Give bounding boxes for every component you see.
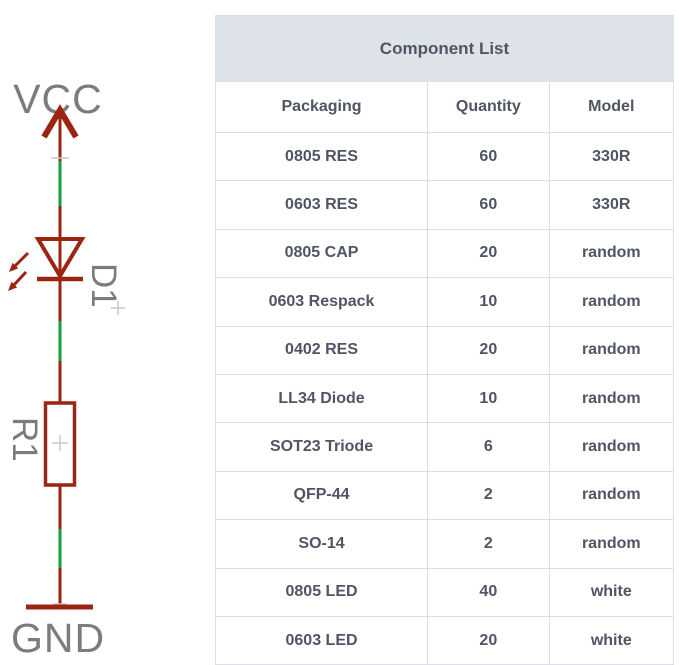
gnd-net-label: GND <box>11 615 105 661</box>
cell-packaging: 0805 RES <box>216 133 429 181</box>
cell-packaging: 0805 LED <box>216 568 429 616</box>
table-title: Component List <box>216 16 673 81</box>
cell-quantity: 2 <box>428 520 550 568</box>
cell-packaging: 0603 RES <box>216 181 429 229</box>
cell-model: white <box>590 583 632 601</box>
resistor-symbol-icon <box>43 401 77 487</box>
cell-packaging: 0805 CAP <box>216 229 429 278</box>
table-row: QFP-44 2 random <box>216 470 673 520</box>
led-symbol-icon <box>8 237 86 291</box>
table-row: LL34 Diode 10 random <box>216 373 673 423</box>
table-row: 0805 RES 60 330R <box>216 132 673 181</box>
cell-model: 330R <box>592 147 631 165</box>
cell-quantity: 10 <box>428 374 550 423</box>
cell-quantity: 60 <box>428 181 550 229</box>
table-row: SOT23 Triode 6 random <box>216 422 673 471</box>
led-circuit-schematic: VCC D1 <box>5 76 125 661</box>
cell-model: white <box>590 631 632 649</box>
cell-model: random <box>581 486 641 504</box>
cell-packaging: QFP-44 <box>216 471 429 520</box>
cell-model: random <box>581 534 641 552</box>
cell-packaging: SO-14 <box>216 520 429 568</box>
column-header-model: Model <box>588 98 635 115</box>
cell-model: random <box>581 438 641 456</box>
cell-model: random <box>581 292 641 310</box>
table-row: 0805 CAP 20 random <box>216 228 673 278</box>
column-header-quantity: Quantity <box>428 82 550 132</box>
cell-model: random <box>581 244 641 262</box>
cell-quantity: 20 <box>428 326 550 374</box>
cell-packaging: 0402 RES <box>216 326 429 374</box>
table-row: 0402 RES 20 random <box>216 325 673 374</box>
resistor-ref-label: R1 <box>5 417 44 462</box>
table-row: 0805 LED 40 white <box>216 567 673 616</box>
table-row: 0603 LED 20 white <box>216 615 673 665</box>
cell-packaging: LL34 Diode <box>216 374 429 423</box>
cell-quantity: 20 <box>428 229 550 278</box>
cell-quantity: 6 <box>428 423 550 471</box>
cell-quantity: 10 <box>428 278 550 326</box>
cell-packaging: SOT23 Triode <box>216 423 429 471</box>
table-row: 0603 Respack 10 random <box>216 277 673 326</box>
cell-model: random <box>581 389 641 407</box>
cell-packaging: 0603 Respack <box>216 278 429 326</box>
component-list-table: Component List Packaging Quantity Model … <box>215 15 674 665</box>
cell-quantity: 40 <box>428 568 550 616</box>
table-row: 0603 RES 60 330R <box>216 180 673 229</box>
origin-marker <box>111 301 125 315</box>
vcc-power-symbol-icon <box>41 104 79 161</box>
cell-quantity: 2 <box>428 471 550 520</box>
cell-model: random <box>581 341 641 359</box>
cell-model: 330R <box>592 196 631 214</box>
table-header-row: Packaging Quantity Model <box>216 81 673 132</box>
column-header-packaging: Packaging <box>216 82 429 132</box>
diode-ref-label: D1 <box>84 263 123 308</box>
table-row: SO-14 2 random <box>216 519 673 568</box>
component-table-body: 0805 RES 60 330R 0603 RES 60 330R 0805 C… <box>216 132 673 665</box>
cell-quantity: 20 <box>428 616 550 665</box>
cell-packaging: 0603 LED <box>216 616 429 665</box>
light-emission-arrows-icon <box>8 251 30 291</box>
cell-quantity: 60 <box>428 133 550 181</box>
ground-symbol-icon <box>26 603 93 610</box>
